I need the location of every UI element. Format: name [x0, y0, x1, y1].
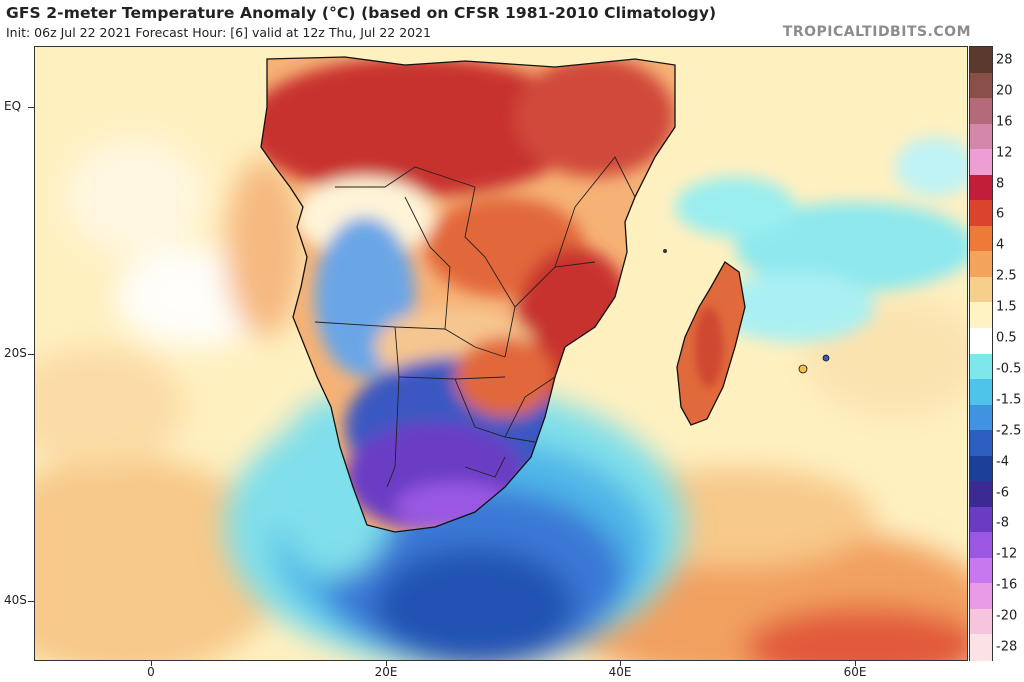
lon-tick — [151, 661, 152, 666]
colorbar-label: 20 — [996, 83, 1013, 99]
colorbar-swatch — [970, 123, 992, 150]
brand-watermark: TROPICALTIDBITS.COM — [782, 24, 971, 40]
colorbar-swatch — [970, 251, 992, 278]
colorbar-label: -6 — [996, 485, 1009, 501]
africa-coastline — [260, 56, 676, 533]
lat-label-eq: EQ — [4, 99, 22, 113]
colorbar-swatch — [970, 225, 992, 252]
lon-label-40e: 40E — [608, 665, 632, 679]
colorbar-swatch — [970, 276, 992, 304]
colorbar-label: 1.5 — [996, 299, 1017, 315]
colorbar-label: -20 — [996, 608, 1018, 624]
colorbar-swatch — [970, 353, 992, 380]
island-reunion — [822, 354, 830, 362]
map-panel[interactable] — [34, 46, 968, 661]
lon-label-0: 0 — [147, 665, 155, 679]
lat-tick — [28, 601, 34, 602]
colorbar-swatch — [970, 174, 992, 201]
chart-subtitle: Init: 06z Jul 22 2021 Forecast Hour: [6]… — [6, 25, 432, 40]
colorbar-label: 16 — [996, 114, 1013, 130]
lon-tick — [620, 661, 621, 666]
colorbar-label: -1.5 — [996, 392, 1022, 408]
colorbar-swatch — [970, 506, 992, 533]
lon-tick — [386, 661, 387, 666]
lon-label-20e: 20E — [374, 665, 398, 679]
anomaly-map[interactable] — [35, 47, 967, 660]
colorbar-swatch — [970, 72, 992, 99]
colorbar-swatch — [970, 634, 992, 661]
colorbar-swatch — [970, 481, 992, 508]
colorbar-label: 0.5 — [996, 330, 1017, 346]
colorbar-swatch — [970, 327, 992, 355]
lon-label-60e: 60E — [843, 665, 867, 679]
colorbar-label: -12 — [996, 546, 1018, 562]
colorbar-label: 4 — [996, 237, 1005, 253]
lat-tick — [28, 107, 34, 108]
colorbar-label: -16 — [996, 577, 1018, 593]
colorbar-label: -0.5 — [996, 361, 1022, 377]
colorbar-label: -28 — [996, 639, 1018, 655]
colorbar-label: -8 — [996, 515, 1009, 531]
colorbar-label: 6 — [996, 206, 1005, 222]
colorbar-label: 28 — [996, 52, 1013, 68]
colorbar-swatch — [970, 149, 992, 176]
lat-label-40s: 40S — [4, 593, 27, 607]
colorbar-swatch — [970, 430, 992, 457]
country-borders — [314, 156, 636, 488]
lat-label-20s: 20S — [4, 346, 27, 360]
colorbar-label: -4 — [996, 454, 1009, 470]
colorbar-swatch — [970, 47, 992, 74]
colorbar-swatch — [970, 608, 992, 636]
colorbar-swatch — [970, 583, 992, 610]
colorbar-swatch — [970, 200, 992, 227]
colorbar-swatch — [970, 404, 992, 431]
colorbar-label: 12 — [996, 145, 1013, 161]
colorbar-swatch — [970, 98, 992, 125]
island-comoros — [663, 249, 667, 253]
island-mauritius — [798, 364, 808, 374]
colorbar-label: -2.5 — [996, 423, 1022, 439]
lon-tick — [855, 661, 856, 666]
colorbar — [969, 46, 993, 661]
colorbar-label: 2.5 — [996, 268, 1017, 284]
colorbar-swatch — [970, 532, 992, 559]
chart-title: GFS 2-meter Temperature Anomaly (°C) (ba… — [6, 4, 717, 22]
colorbar-swatch — [970, 455, 992, 482]
colorbar-swatch — [970, 379, 992, 406]
colorbar-swatch — [970, 302, 992, 329]
colorbar-label: 8 — [996, 176, 1005, 192]
colorbar-swatch — [970, 557, 992, 584]
lat-tick — [28, 354, 34, 355]
